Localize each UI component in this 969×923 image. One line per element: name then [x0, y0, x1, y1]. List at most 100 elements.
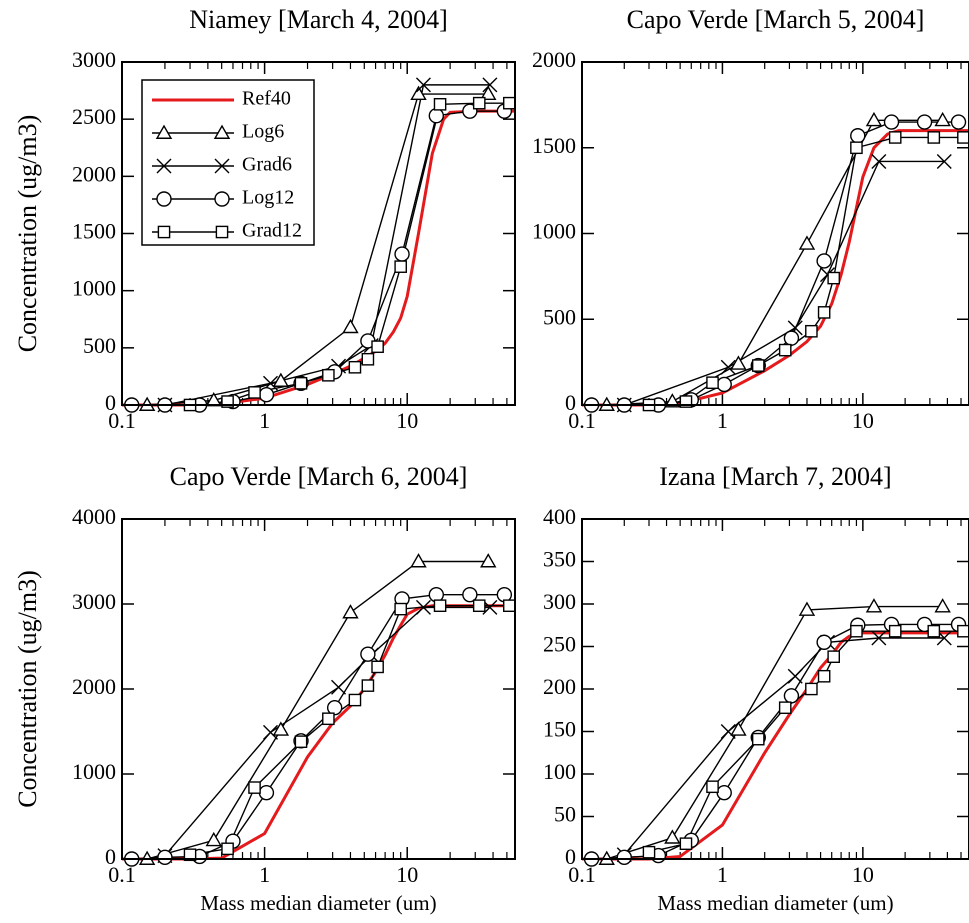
- cross-marker: [871, 153, 887, 169]
- circle-marker: [716, 785, 732, 801]
- y-tick-label: 500: [83, 333, 116, 358]
- cross-marker: [720, 359, 736, 375]
- square-marker: [221, 842, 234, 856]
- square-marker: [348, 360, 362, 374]
- cross-marker: [787, 668, 803, 684]
- square-marker: [322, 712, 335, 726]
- y-tick-label: 250: [543, 632, 576, 657]
- square-marker: [371, 660, 384, 674]
- square-marker: [361, 352, 375, 366]
- series-line: [624, 160, 945, 406]
- y-tick-label: 400: [543, 504, 576, 529]
- y-tick-label: 1500: [72, 219, 116, 244]
- y-tick-label: 2000: [72, 161, 116, 186]
- chart-title: Izana [March 7, 2004]: [659, 462, 891, 491]
- y-tick-label: 2500: [72, 104, 116, 129]
- cross-marker: [871, 630, 887, 646]
- x-axis-label: Mass median diameter (um): [200, 891, 436, 915]
- x-tick-label: 1: [717, 862, 728, 887]
- y-tick-label: 0: [105, 390, 116, 415]
- cross-marker: [720, 724, 736, 739]
- square-marker: [827, 650, 841, 663]
- x-tick-label: 10: [852, 862, 874, 887]
- series-line: [648, 136, 964, 406]
- square-marker: [751, 359, 765, 372]
- circle-marker: [816, 634, 832, 650]
- square-marker: [805, 324, 818, 338]
- triangle-marker: [410, 85, 427, 100]
- y-tick-label: 50: [554, 802, 576, 827]
- circle-marker: [462, 586, 478, 603]
- square-marker: [927, 624, 941, 638]
- x-tick-label: 1: [717, 408, 728, 433]
- square-marker: [706, 780, 719, 794]
- circle-marker: [326, 700, 343, 716]
- y-axis-label: Concentration (ug/m3): [13, 115, 42, 353]
- square-marker: [827, 271, 841, 285]
- triangle-marker: [410, 553, 427, 568]
- x-tick-label: 10: [852, 408, 874, 433]
- square-marker: [805, 682, 818, 696]
- cross-marker: [415, 599, 431, 615]
- x-tick-label: 10: [396, 862, 418, 887]
- x-tick-label: 1: [259, 862, 270, 887]
- legend-label: Ref40: [242, 88, 291, 110]
- triangle-marker: [480, 85, 497, 100]
- square-marker: [503, 96, 516, 110]
- legend-label: Log12: [242, 187, 294, 209]
- triangle-marker: [342, 318, 359, 334]
- square-marker: [957, 624, 969, 638]
- square-marker: [433, 599, 447, 612]
- circle-marker: [258, 387, 275, 403]
- circle-marker: [360, 646, 376, 662]
- square-marker: [371, 340, 384, 353]
- y-tick-label: 500: [543, 304, 576, 329]
- series-line: [146, 560, 489, 860]
- square-marker: [348, 693, 362, 707]
- triangle-marker: [865, 111, 883, 127]
- plot-frame: [581, 518, 969, 860]
- square-marker: [433, 98, 447, 111]
- square-marker: [503, 599, 516, 612]
- square-marker: [215, 225, 229, 239]
- circle-marker: [156, 191, 172, 207]
- triangle-marker: [664, 393, 681, 408]
- legend-label: Grad12: [242, 220, 302, 242]
- series-line: [623, 637, 945, 856]
- x-axis-label: Mass median diameter (um): [657, 891, 893, 915]
- series-line: [648, 630, 964, 853]
- plot-frame: [121, 61, 516, 406]
- plot-frame: [121, 518, 516, 860]
- circle-marker: [394, 246, 410, 262]
- square-marker: [778, 701, 792, 714]
- cross-marker: [263, 724, 279, 740]
- triangle-marker: [730, 355, 747, 370]
- y-tick-label: 300: [543, 589, 576, 614]
- y-tick-label: 3000: [72, 589, 116, 614]
- cross-marker: [156, 158, 172, 174]
- y-tick-label: 2000: [532, 47, 576, 72]
- cross-marker: [415, 77, 431, 93]
- square-marker: [888, 624, 902, 638]
- series-line: [122, 604, 515, 861]
- square-marker: [394, 602, 407, 616]
- square-marker: [394, 260, 407, 273]
- y-tick-label: 0: [565, 390, 576, 415]
- cross-marker: [482, 77, 498, 93]
- triangle-marker: [664, 829, 681, 844]
- triangle-marker: [155, 124, 173, 139]
- legend-label: Log6: [242, 121, 284, 143]
- square-marker: [888, 131, 902, 144]
- panel: Izana [March 7, 2004] Mass median diamete…: [543, 462, 969, 915]
- triangle-marker: [480, 553, 497, 568]
- circle-marker: [783, 688, 800, 704]
- triangle-marker: [205, 831, 222, 847]
- circle-marker: [716, 376, 732, 393]
- series-line: [606, 605, 943, 860]
- triangle-marker: [272, 721, 290, 736]
- y-tick-label: 0: [565, 844, 576, 869]
- y-tick-label: 100: [543, 759, 576, 784]
- series-line: [591, 623, 959, 860]
- square-marker: [294, 735, 308, 748]
- cross-marker: [331, 679, 347, 695]
